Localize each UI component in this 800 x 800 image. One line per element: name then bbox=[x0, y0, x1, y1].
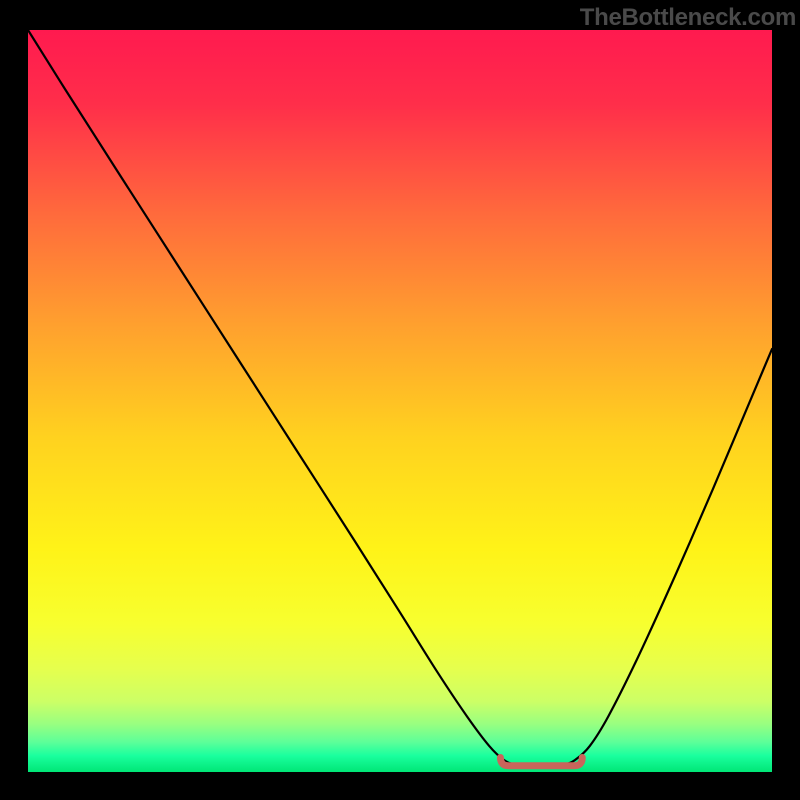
gradient-background bbox=[28, 30, 772, 772]
plot-svg bbox=[28, 30, 772, 772]
watermark-text: TheBottleneck.com bbox=[580, 4, 796, 32]
plot-area bbox=[28, 30, 772, 772]
